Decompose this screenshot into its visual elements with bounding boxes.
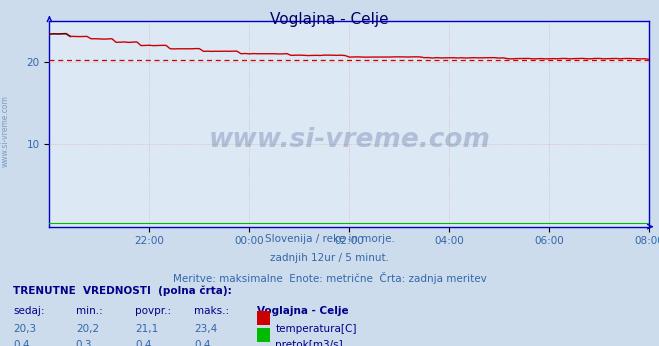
Text: Voglajna - Celje: Voglajna - Celje	[270, 12, 389, 27]
Text: 21,1: 21,1	[135, 324, 158, 334]
Text: zadnjih 12ur / 5 minut.: zadnjih 12ur / 5 minut.	[270, 253, 389, 263]
Text: Slovenija / reke in morje.: Slovenija / reke in morje.	[264, 234, 395, 244]
Text: TRENUTNE  VREDNOSTI  (polna črta):: TRENUTNE VREDNOSTI (polna črta):	[13, 285, 232, 296]
Text: min.:: min.:	[76, 306, 103, 316]
Text: Meritve: maksimalne  Enote: metrične  Črta: zadnja meritev: Meritve: maksimalne Enote: metrične Črta…	[173, 272, 486, 284]
Text: 0,4: 0,4	[135, 340, 152, 346]
Text: 20,2: 20,2	[76, 324, 99, 334]
Text: www.si-vreme.com: www.si-vreme.com	[1, 95, 10, 167]
Text: 0,4: 0,4	[194, 340, 211, 346]
Text: povpr.:: povpr.:	[135, 306, 171, 316]
Text: 23,4: 23,4	[194, 324, 217, 334]
Text: temperatura[C]: temperatura[C]	[275, 324, 357, 334]
Text: sedaj:: sedaj:	[13, 306, 45, 316]
Text: www.si-vreme.com: www.si-vreme.com	[208, 127, 490, 153]
Text: 20,3: 20,3	[13, 324, 36, 334]
Text: pretok[m3/s]: pretok[m3/s]	[275, 340, 343, 346]
Text: 0,3: 0,3	[76, 340, 92, 346]
Text: Voglajna - Celje: Voglajna - Celje	[257, 306, 349, 316]
Text: 0,4: 0,4	[13, 340, 30, 346]
Text: maks.:: maks.:	[194, 306, 229, 316]
